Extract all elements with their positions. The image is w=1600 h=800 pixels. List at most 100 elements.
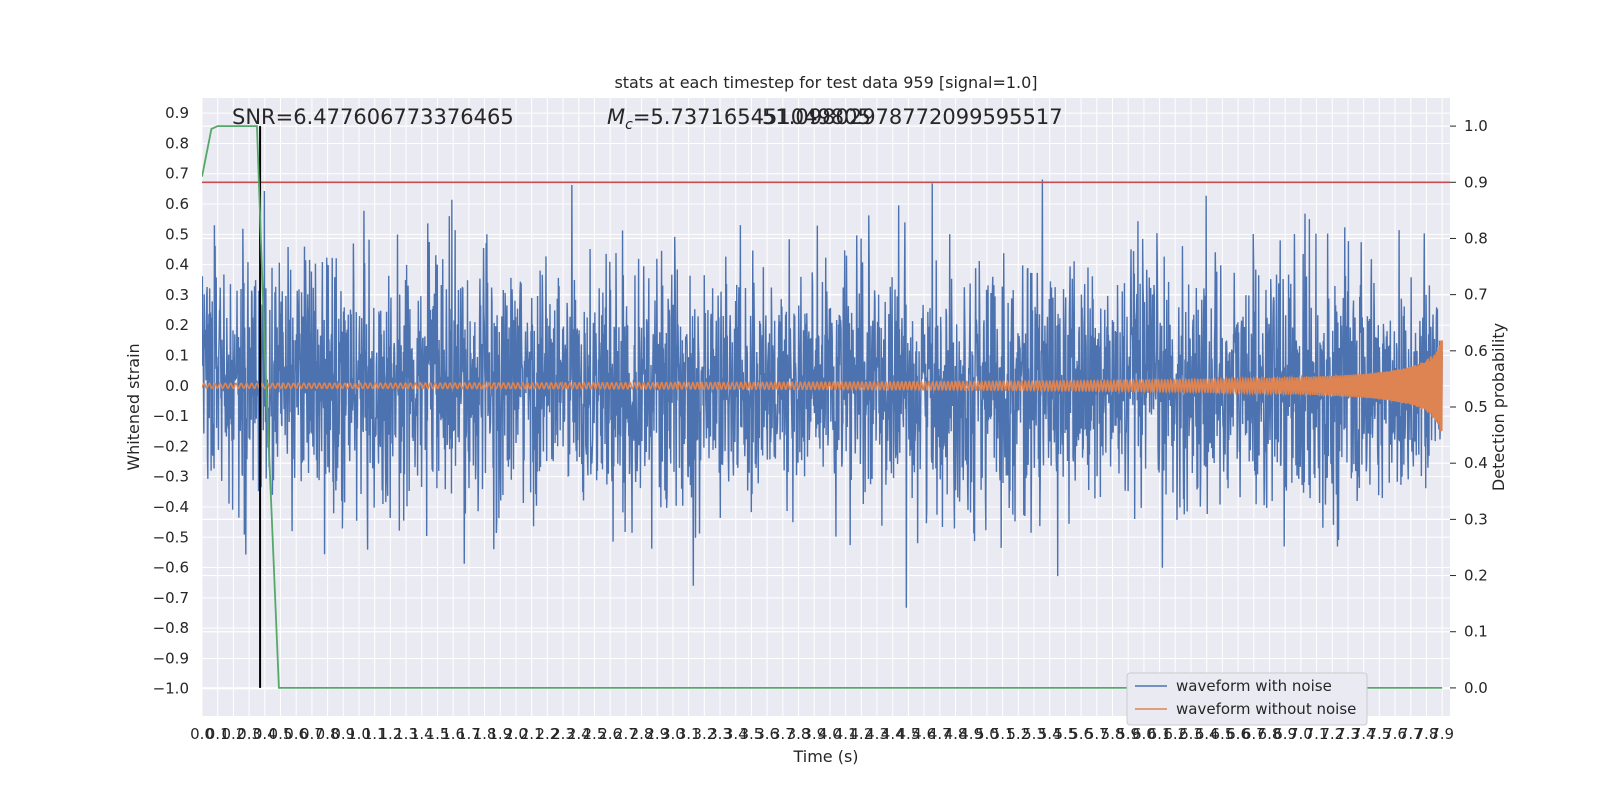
x-tick-label: 6.9 (1273, 725, 1297, 743)
series-waveform-with-noise (202, 179, 1443, 608)
legend: waveform with noise waveform without noi… (1126, 672, 1368, 726)
x-tick-label: 7.5 (1367, 725, 1391, 743)
y-tick-label: 0.1 (165, 347, 189, 365)
x-tick-label: 2.7 (614, 725, 638, 743)
x-tick-label: 1.0 (347, 725, 371, 743)
x-tick-label: 6.3 (1179, 725, 1203, 743)
y2-axis-label: Detection probability (1489, 323, 1508, 491)
x-tick-label: 1.5 (426, 725, 450, 743)
x-tick-label: 6.7 (1242, 725, 1266, 743)
y-tick-label: 0.5 (165, 225, 189, 243)
x-tick-label: 0.1 (206, 725, 230, 743)
x-tick-label: 6.5 (1210, 725, 1234, 743)
x-tick-label: 2.4 (567, 725, 591, 743)
chart-title: stats at each timestep for test data 959… (614, 73, 1037, 92)
mc-value: =5.737165451049805 (633, 105, 871, 129)
y2-tick-label: 0.7 (1464, 286, 1488, 304)
x-tick-label: 5.5 (1053, 725, 1077, 743)
x-axis-ticks: 0.00.10.20.30.40.50.60.70.80.91.01.11.21… (190, 725, 1454, 743)
y-tick-label: 0.7 (165, 165, 189, 183)
x-tick-label: 7.4 (1352, 725, 1376, 743)
y-axis-ticks: −1.0 −0.9 −0.8 −0.7 −0.6 −0.5 −0.4 −0.3 −0.2 −0.1… (153, 104, 189, 698)
y-tick-label: 0.0 (165, 377, 189, 395)
x-tick-label: 5.0 (975, 725, 999, 743)
x-tick-label: 0.8 (316, 725, 340, 743)
legend-label-clean: waveform without noise (1176, 700, 1356, 718)
y-tick-label: −0.8 (153, 619, 189, 637)
x-tick-label: 4.1 (834, 725, 858, 743)
x-tick-label: 7.7 (1399, 725, 1423, 743)
y2-tick-label: 0.8 (1464, 229, 1488, 247)
y-tick-label: 0.8 (165, 134, 189, 152)
x-tick-label: 6.0 (1132, 725, 1156, 743)
y-tick-label: −0.9 (153, 649, 189, 667)
x-tick-label: 3.3 (708, 725, 732, 743)
x-tick-label: 3.8 (787, 725, 811, 743)
x-tick-label: 0.2 (221, 725, 245, 743)
x-tick-label: 5.1 (991, 725, 1015, 743)
x-tick-label: 4.2 (849, 725, 873, 743)
x-tick-label: 7.0 (1289, 725, 1313, 743)
x-tick-label: 2.3 (551, 725, 575, 743)
x-tick-label: 4.7 (928, 725, 952, 743)
x-tick-label: 7.3 (1336, 725, 1360, 743)
y-tick-label: 0.2 (165, 316, 189, 334)
x-tick-label: 2.1 (520, 725, 544, 743)
x-tick-label: 0.0 (190, 725, 214, 743)
x-tick-label: 5.8 (1101, 725, 1125, 743)
x-axis-label: Time (s) (792, 747, 858, 766)
x-tick-label: 7.2 (1320, 725, 1344, 743)
y2-axis-ticks: 0.0 0.1 0.2 0.3 0.4 0.5 0.6 0.7 0.8 0.9 1.0 (1450, 117, 1488, 697)
x-tick-label: 2.0 (504, 725, 528, 743)
y-tick-label: 0.9 (165, 104, 189, 122)
mc-symbol: M (607, 105, 625, 129)
y-tick-label: −1.0 (153, 680, 189, 698)
y2-tick-label: 1.0 (1464, 117, 1488, 135)
x-tick-label: 6.6 (1226, 725, 1250, 743)
x-tick-label: 7.9 (1430, 725, 1454, 743)
plot-area (202, 125, 1450, 689)
x-tick-label: 5.6 (1069, 725, 1093, 743)
x-tick-label: 7.6 (1383, 725, 1407, 743)
x-tick-label: 1.2 (378, 725, 402, 743)
legend-label-noise: waveform with noise (1176, 677, 1332, 695)
x-tick-label: 3.4 (724, 725, 748, 743)
y-tick-label: −0.5 (153, 528, 189, 546)
x-tick-label: 3.7 (771, 725, 795, 743)
x-tick-label: 0.4 (253, 725, 277, 743)
x-tick-label: 4.8 (944, 725, 968, 743)
y-tick-label: 0.6 (165, 195, 189, 213)
y2-tick-label: 0.9 (1464, 173, 1488, 191)
y-tick-label: −0.4 (153, 498, 189, 516)
x-tick-label: 4.0 (818, 725, 842, 743)
x-tick-label: 5.4 (1038, 725, 1062, 743)
x-tick-label: 3.6 (755, 725, 779, 743)
x-tick-label: 4.5 (896, 725, 920, 743)
x-tick-label: 5.9 (1116, 725, 1140, 743)
x-tick-label: 6.1 (1148, 725, 1172, 743)
x-tick-label: 6.4 (1195, 725, 1219, 743)
y2-tick-label: 0.0 (1464, 679, 1488, 697)
x-tick-label: 3.9 (802, 725, 826, 743)
x-tick-label: 2.8 (630, 725, 654, 743)
x-tick-label: 4.6 (912, 725, 936, 743)
x-tick-label: 5.3 (1022, 725, 1046, 743)
x-tick-label: 4.3 (865, 725, 889, 743)
y-tick-label: −0.3 (153, 468, 189, 486)
x-tick-label: 3.2 (692, 725, 716, 743)
x-tick-label: 1.4 (410, 725, 434, 743)
x-tick-label: 0.9 (331, 725, 355, 743)
snr-annotation: SNR=6.477606773376465 (232, 105, 514, 129)
x-tick-label: 0.7 (300, 725, 324, 743)
y2-tick-label: 0.4 (1464, 454, 1488, 472)
x-tick-label: 0.6 (284, 725, 308, 743)
x-tick-label: 4.9 (959, 725, 983, 743)
y-tick-label: −0.7 (153, 589, 189, 607)
series-detection-probability (202, 125, 1443, 689)
x-tick-label: 1.6 (441, 725, 465, 743)
y-tick-label: 0.4 (165, 256, 189, 274)
x-tick-label: 2.5 (583, 725, 607, 743)
x-tick-label: 0.5 (269, 725, 293, 743)
chirp-mass-annotation: Mc=5.737165451049805 (607, 105, 871, 133)
